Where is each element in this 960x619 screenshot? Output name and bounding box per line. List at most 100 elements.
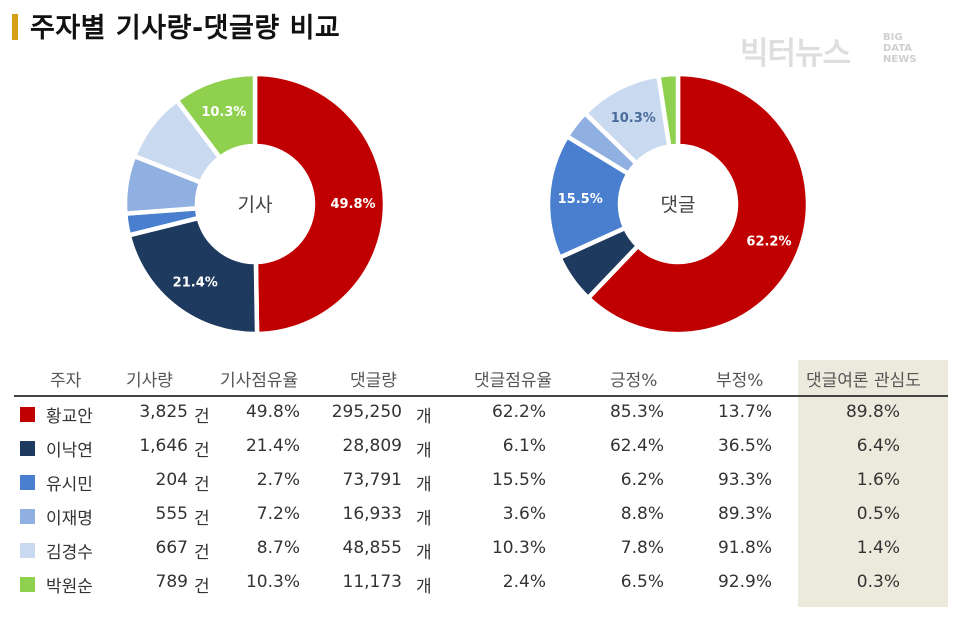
slice-data-label: 10.3%: [201, 105, 246, 120]
cell-positive: 85.3%: [609, 402, 664, 422]
donut-charts: 49.8% 21.4% 10.3% 기사 62.2% 15.5% 10.3% 댓글: [125, 71, 811, 337]
cell-article-unit: 건: [194, 441, 210, 461]
legend-swatch: [20, 577, 35, 592]
header-article-share: 기사점유율: [220, 371, 299, 391]
cell-comment-share: 2.4%: [502, 572, 546, 592]
cell-name: 이낙연: [46, 441, 93, 461]
cell-name: 이재명: [46, 509, 93, 529]
table-row: 이재명 555 건 7.2% 16,933 개 3.6% 8.8% 89.3% 0.5%: [14, 498, 948, 532]
cell-article-unit: 건: [194, 577, 210, 597]
header-negative: 부정%: [716, 371, 764, 391]
cell-article-share: 7.2%: [256, 504, 300, 524]
cell-articles: 1,646: [139, 436, 188, 456]
header-divider: [14, 395, 948, 397]
legend-swatch: [20, 475, 35, 490]
legend-swatch: [20, 543, 35, 558]
cell-articles: 3,825: [139, 402, 188, 422]
table-header: 주자 기사량 기사점유율 댓글량 댓글점유율 긍정% 부정% 댓글여론 관심도: [14, 360, 948, 394]
cell-article-share: 8.7%: [256, 538, 300, 558]
cell-comment-share: 10.3%: [491, 538, 546, 558]
header-positive: 긍정%: [610, 371, 658, 391]
table-row: 김경수 667 건 8.7% 48,855 개 10.3% 7.8% 91.8% 1.4%: [14, 532, 948, 566]
cell-comments: 11,173: [342, 572, 402, 592]
header-comment-share: 댓글점유율: [474, 371, 553, 391]
header-articles: 기사량: [126, 371, 173, 391]
cell-articles: 667: [155, 538, 188, 558]
brand-logo: 빅터뉴스 BIG DATA NEWS: [740, 28, 930, 72]
cell-name: 유시민: [46, 475, 93, 495]
cell-comment-unit: 개: [416, 441, 432, 461]
legend-swatch: [20, 441, 35, 456]
cell-article-share: 10.3%: [245, 572, 300, 592]
cell-negative: 36.5%: [717, 436, 772, 456]
cell-comments: 16,933: [342, 504, 402, 524]
donut-slice: [252, 71, 388, 337]
cell-article-share: 21.4%: [245, 436, 300, 456]
cell-negative: 92.9%: [717, 572, 772, 592]
cell-article-unit: 건: [194, 475, 210, 495]
table-row: 박원순 789 건 10.3% 11,173 개 2.4% 6.5% 92.9% 0.3%: [14, 566, 948, 600]
donut-center-label: 기사: [238, 194, 273, 216]
cell-interest: 6.4%: [856, 436, 900, 456]
donut-slice: [655, 71, 681, 150]
cell-comment-share: 62.2%: [491, 402, 546, 422]
slice-data-label: 21.4%: [173, 276, 218, 291]
header-candidate: 주자: [50, 371, 82, 391]
cell-positive: 62.4%: [609, 436, 664, 456]
table-row: 이낙연 1,646 건 21.4% 28,809 개 6.1% 62.4% 36.5% 6.4%: [14, 430, 948, 464]
cell-positive: 6.2%: [620, 470, 664, 490]
cell-comment-share: 6.1%: [502, 436, 546, 456]
title-accent-bar: [12, 14, 18, 40]
cell-name: 박원순: [46, 577, 93, 597]
cell-articles: 204: [155, 470, 188, 490]
interest-column-highlight: [798, 360, 948, 607]
cell-comments: 48,855: [342, 538, 402, 558]
slice-data-label: 62.2%: [746, 234, 791, 249]
cell-article-unit: 건: [194, 543, 210, 563]
cell-article-share: 49.8%: [245, 402, 300, 422]
donut-slice: [126, 215, 260, 337]
cell-negative: 91.8%: [717, 538, 772, 558]
donut-slice: [545, 133, 632, 261]
cell-negative: 13.7%: [717, 402, 772, 422]
cell-article-unit: 건: [194, 509, 210, 529]
chart-title: 주자별 기사량-댓글량 비교: [30, 13, 341, 44]
cell-comment-unit: 개: [416, 407, 432, 427]
donut-slice: [173, 71, 258, 161]
cell-interest: 0.3%: [856, 572, 900, 592]
cell-positive: 7.8%: [620, 538, 664, 558]
slice-data-label: 10.3%: [611, 111, 656, 126]
slice-data-label: 15.5%: [558, 192, 603, 207]
table-row: 유시민 204 건 2.7% 73,791 개 15.5% 6.2% 93.3% 1.6%: [14, 464, 948, 498]
header-comments: 댓글량: [350, 371, 397, 391]
donut-center-label: 댓글: [661, 194, 696, 216]
legend-swatch: [20, 509, 35, 524]
cell-comment-unit: 개: [416, 509, 432, 529]
logo-sub-data: DATA: [883, 43, 913, 54]
cell-negative: 93.3%: [717, 470, 772, 490]
logo-subtext: BIG DATA NEWS: [883, 32, 916, 65]
cell-positive: 8.8%: [620, 504, 664, 524]
cell-interest: 0.5%: [856, 504, 900, 524]
cell-articles: 789: [155, 572, 188, 592]
cell-article-unit: 건: [194, 407, 210, 427]
cell-comment-unit: 개: [416, 543, 432, 563]
cell-positive: 6.5%: [620, 572, 664, 592]
logo-sub-big: BIG: [883, 32, 903, 43]
table-row: 황교안 3,825 건 49.8% 295,250 개 62.2% 85.3% 13.7% 89.…: [14, 396, 948, 430]
header-interest: 댓글여론 관심도: [806, 371, 921, 391]
donut-slice: [585, 71, 811, 337]
cell-name: 김경수: [46, 543, 93, 563]
cell-comment-share: 3.6%: [502, 504, 546, 524]
logo-sub-news: NEWS: [883, 54, 917, 65]
cell-interest: 1.6%: [856, 470, 900, 490]
slice-data-label: 49.8%: [330, 197, 375, 212]
cell-article-share: 2.7%: [256, 470, 300, 490]
cell-comments: 295,250: [331, 402, 402, 422]
cell-comment-unit: 개: [416, 475, 432, 495]
cell-comments: 73,791: [342, 470, 402, 490]
cell-name: 황교안: [46, 407, 93, 427]
cell-interest: 89.8%: [845, 402, 900, 422]
cell-articles: 555: [155, 504, 188, 524]
cell-interest: 1.4%: [856, 538, 900, 558]
